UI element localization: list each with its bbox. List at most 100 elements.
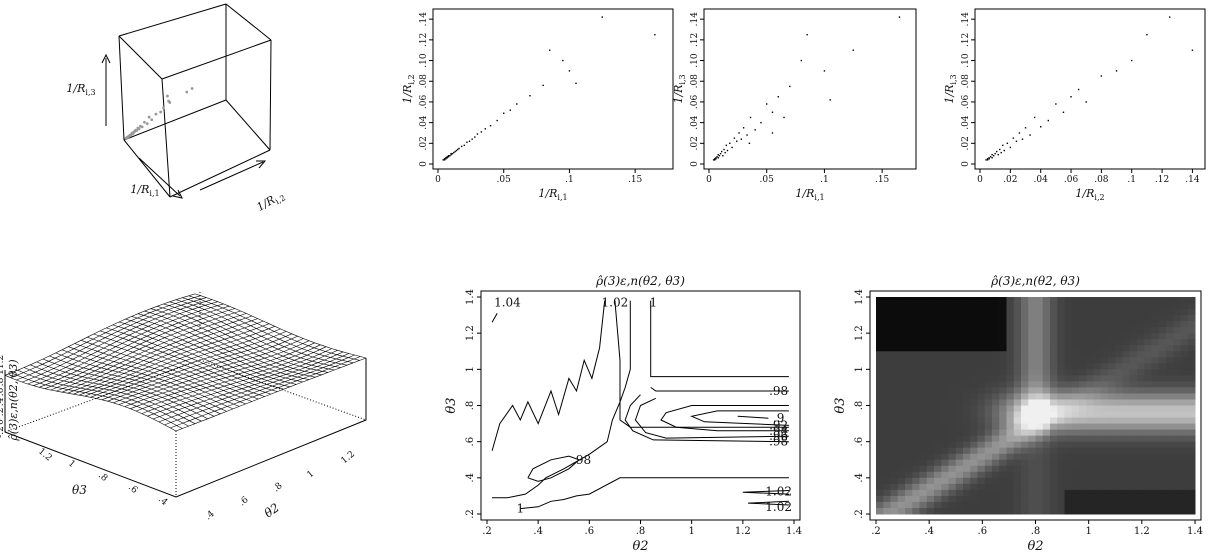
y-tick-label: .08	[690, 74, 700, 89]
heatmap-cell	[1187, 489, 1196, 497]
heatmap-cell	[1086, 387, 1094, 394]
heatmap-cell	[905, 501, 913, 509]
heatmap-cell	[1108, 297, 1116, 304]
heatmap-cell	[1050, 345, 1058, 352]
heatmap-cell	[919, 309, 928, 316]
heatmap-cell	[941, 399, 949, 406]
heatmap-cell	[1100, 399, 1109, 406]
heatmap-cell	[963, 381, 971, 388]
heatmap-cell	[934, 435, 942, 443]
heatmap-cell	[963, 297, 971, 304]
heatmap-cell	[1079, 351, 1087, 358]
heatmap-cell	[970, 339, 978, 346]
heatmap-cell	[1006, 333, 1015, 340]
heatmap-cell	[1028, 333, 1036, 340]
heatmap-cell	[948, 423, 957, 431]
heatmap-cell	[1151, 327, 1160, 334]
cube-edge	[118, 35, 125, 141]
heatmap-cell	[1100, 345, 1109, 352]
heatmap-cell	[1093, 411, 1102, 419]
heatmap-cell	[1115, 333, 1123, 340]
heatmap-cell	[883, 489, 891, 497]
heatmap-cell	[926, 333, 935, 340]
heatmap-cell	[1006, 453, 1015, 461]
heatmap-cell	[1071, 375, 1080, 382]
heatmap-cell	[883, 453, 891, 461]
heatmap-cell	[912, 429, 920, 437]
heatmap-cell	[890, 321, 899, 328]
heatmap-cell	[1013, 495, 1022, 503]
heatmap-cell	[934, 393, 942, 400]
heatmap-cell	[1129, 399, 1138, 406]
heatmap-cell	[1021, 489, 1029, 497]
heatmap-cell	[977, 423, 986, 431]
heatmap-cell	[919, 405, 928, 413]
heatmap-cell	[1050, 333, 1058, 340]
heatmap-cell	[1028, 303, 1036, 310]
heatmap-cell	[1071, 297, 1080, 304]
y-tick-label: 1	[66, 459, 77, 470]
heatmap-cell	[926, 507, 935, 515]
heatmap-cell	[977, 447, 986, 455]
heatmap-cell	[1093, 303, 1102, 310]
heatmap-cell	[1180, 489, 1189, 497]
data-point	[159, 110, 163, 114]
y-tick-label: 1.4	[854, 289, 865, 305]
heatmap-cell	[1071, 459, 1080, 467]
heatmap-cell	[1122, 471, 1131, 479]
heatmap-cell	[1129, 363, 1138, 370]
heatmap-cell	[977, 309, 986, 316]
heatmap-cell	[1166, 423, 1174, 431]
data-point	[718, 155, 721, 157]
heatmap-cell	[1151, 363, 1160, 370]
heatmap-cell	[1050, 357, 1058, 364]
heatmap-cell	[948, 357, 957, 364]
data-point	[717, 153, 719, 156]
heatmap-cell	[934, 459, 942, 467]
heatmap-cell	[1115, 327, 1123, 334]
heatmap-cell	[926, 339, 935, 346]
data-point	[719, 152, 722, 155]
heatmap-cell	[890, 357, 899, 364]
heatmap-cell	[905, 297, 913, 304]
heatmap-cell	[1006, 369, 1015, 376]
contour-label: .98	[572, 453, 591, 467]
heatmap-cell	[1021, 471, 1029, 479]
heatmap-cell	[1028, 501, 1036, 509]
heatmap-cell	[912, 489, 920, 497]
heatmap-cell	[883, 333, 891, 340]
heatmap-cell	[1021, 387, 1029, 394]
heatmap-cell	[897, 321, 906, 328]
heatmap-cell	[992, 417, 1000, 425]
panel-pairwise-2: 0.05.1.150.02.04.06.08.10.12.141/Ri,11/R…	[672, 8, 917, 202]
heatmap-cell	[1035, 405, 1044, 413]
heatmap-cell	[890, 495, 899, 503]
heatmap-cell	[1151, 453, 1160, 461]
heatmap-cell	[912, 441, 920, 449]
heatmap-cell	[1187, 495, 1196, 503]
heatmap-cell	[1158, 357, 1167, 364]
heatmap-cell	[977, 477, 986, 485]
heatmap-cell	[1100, 315, 1109, 322]
heatmap-cell	[1042, 405, 1051, 413]
heatmap-cell	[934, 483, 942, 491]
heatmap-cell	[1166, 453, 1174, 461]
heatmap-cell	[992, 447, 1000, 455]
heatmap-cell	[1064, 435, 1073, 443]
heatmap-cell	[1122, 387, 1131, 394]
heatmap-cell	[1035, 393, 1044, 400]
heatmap-cell	[1013, 483, 1022, 491]
heatmap-cell	[1021, 297, 1029, 304]
heatmap-cell	[1050, 495, 1058, 503]
heatmap-cell	[1137, 417, 1145, 425]
data-point	[789, 85, 791, 88]
data-point	[446, 157, 448, 159]
heatmap-cell	[1093, 453, 1102, 461]
heatmap-cell	[912, 309, 920, 316]
y-tick-label: .02	[419, 136, 429, 150]
heatmap-cell	[1057, 375, 1065, 382]
heatmap-cell	[1108, 411, 1116, 419]
heatmap-cell	[1057, 357, 1065, 364]
surface-grid-line	[10, 295, 201, 378]
data-point	[1000, 151, 1002, 154]
